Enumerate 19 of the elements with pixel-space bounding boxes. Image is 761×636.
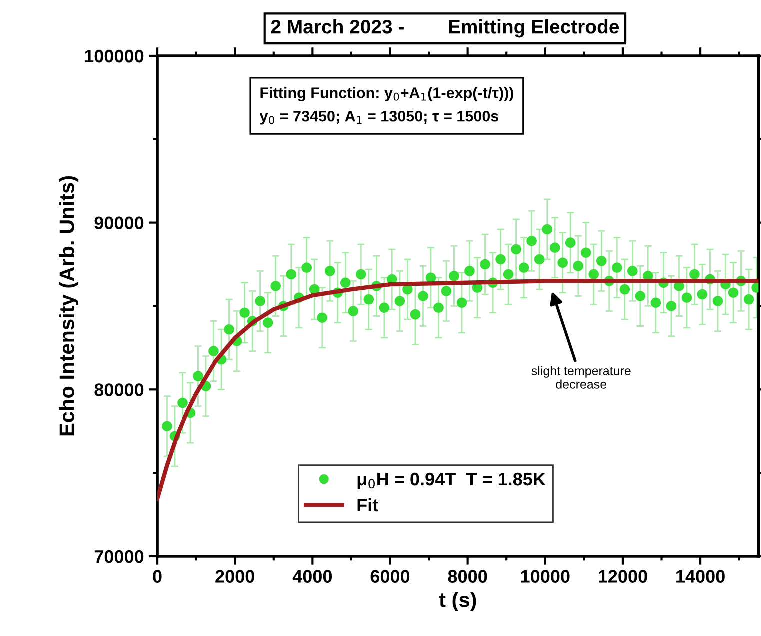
x-tick-label: 4000	[292, 570, 332, 583]
y-tick-label: 80000	[94, 384, 144, 396]
x-tick-label: 0	[153, 570, 162, 583]
y-tick-label: 100000	[85, 50, 144, 63]
y-axis-title: Echo Intensity (Arb. Units)	[59, 176, 79, 436]
x-tick-label: 6000	[370, 570, 410, 583]
y-tick-label: 70000	[94, 550, 144, 564]
legend-label: μ$_{0}$H = 0.94T T = 1.85K	[358, 472, 546, 490]
text: Fitting Function: y$_{0}$+A$_{1}$(1-exp(-t/τ))) y$_{0}$ = 73450; A$_{1}$ = 13050; τ = 1500s	[260, 87, 514, 125]
chart-title: 2 March 2023 - Emitting Electrode	[271, 20, 620, 38]
annotation: slight temperature decrease	[532, 366, 631, 389]
x-tick-label: 14000	[676, 570, 725, 583]
x-tick-label: 12000	[599, 570, 648, 583]
x-tick-label: 8000	[448, 570, 488, 583]
y-tick-label: 90000	[94, 216, 144, 230]
x-tick-label: 10000	[521, 570, 570, 583]
x-tick-label: 2000	[216, 570, 254, 583]
x-axis-title: t (s)	[439, 592, 476, 612]
legend-label: Fit	[358, 498, 378, 512]
